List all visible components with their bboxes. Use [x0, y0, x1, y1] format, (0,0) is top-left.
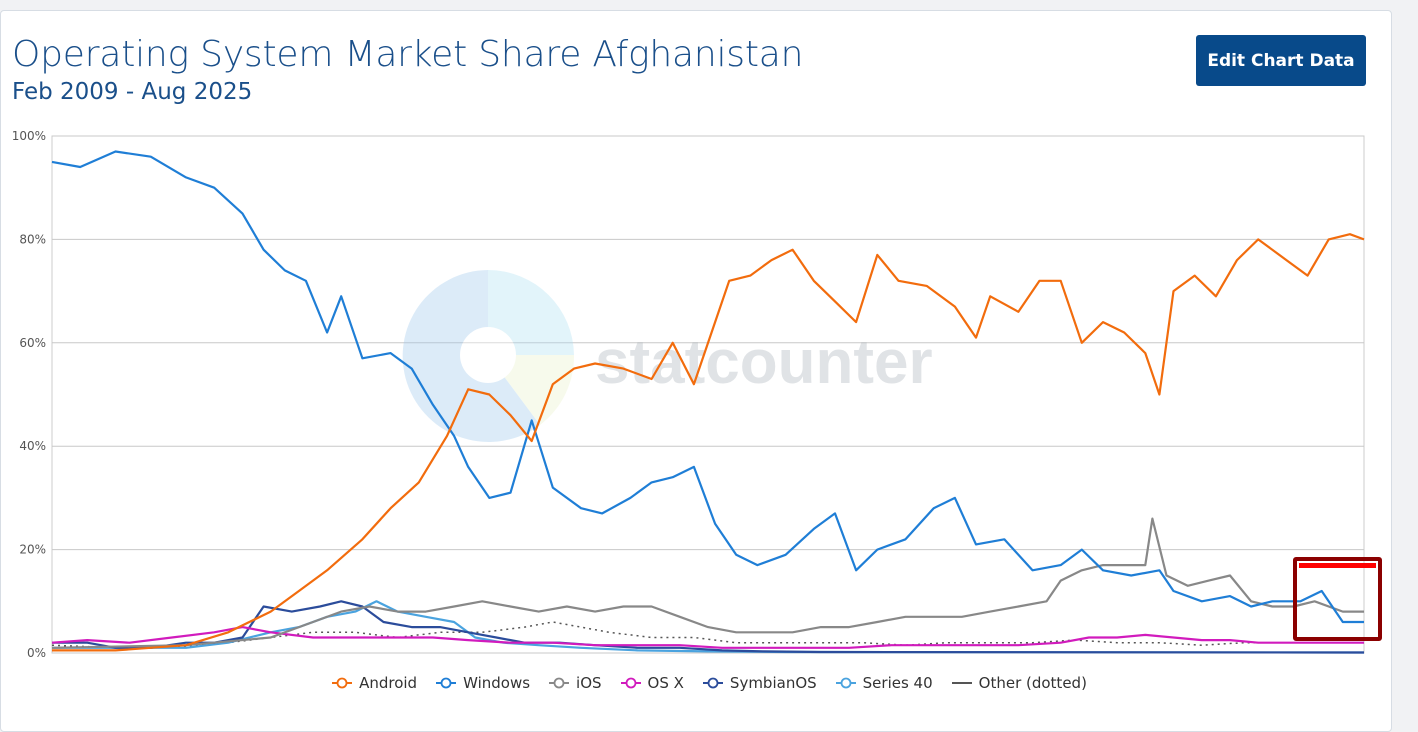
series-line-ios — [51, 517, 1364, 649]
circle-marker-icon — [835, 677, 856, 689]
chart-legend: Android Windows iOS OS X SymbianOS Series 40 O… — [0, 674, 1418, 692]
legend-item-series-40[interactable]: Series 40 — [835, 674, 933, 692]
circle-marker-icon — [332, 677, 353, 689]
circle-marker-icon — [702, 677, 723, 689]
chart-card — [0, 10, 1392, 732]
svg-text:statcounter: statcounter — [595, 328, 933, 397]
legend-label: Other (dotted) — [978, 674, 1087, 692]
legend-label: OS X — [647, 674, 684, 692]
legend-label: iOS — [576, 674, 602, 692]
legend-label: Series 40 — [862, 674, 933, 692]
legend-item-symbianos[interactable]: SymbianOS — [702, 674, 817, 692]
edit-chart-data-button[interactable]: Edit Chart Data — [1196, 35, 1366, 86]
circle-marker-icon — [436, 677, 457, 689]
statcounter-watermark: statcounter — [402, 270, 933, 442]
y-tick-label: 60% — [19, 336, 46, 350]
circle-marker-icon — [549, 677, 570, 689]
y-axis-labels: 0% 20% 40% 60% 80% 100% — [12, 129, 46, 660]
legend-label: Windows — [463, 674, 531, 692]
series-line-android — [52, 233, 1365, 652]
series-line-windows — [51, 150, 1364, 624]
y-tick-label: 40% — [19, 439, 46, 453]
chart-subtitle: Feb 2009 - Aug 2025 — [12, 79, 253, 105]
y-tick-label: 20% — [19, 543, 46, 557]
series-line-os-x — [51, 625, 1364, 649]
legend-item-ios[interactable]: iOS — [548, 674, 602, 692]
legend-label: Android — [359, 674, 418, 692]
y-tick-label: 100% — [12, 129, 46, 143]
legend-item-other-dotted-[interactable]: Other (dotted) — [951, 674, 1087, 692]
y-tick-label: 80% — [19, 232, 46, 246]
legend-item-os-x[interactable]: OS X — [620, 674, 684, 692]
highlight-box — [1293, 557, 1382, 641]
chart-grid — [51, 135, 1365, 654]
circle-marker-icon — [620, 677, 641, 689]
series-line-other-dotted- — [51, 621, 1364, 649]
legend-item-android[interactable]: Android — [331, 674, 417, 692]
line-marker-icon — [951, 682, 972, 684]
legend-item-windows[interactable]: Windows — [435, 674, 530, 692]
series-lines — [51, 150, 1365, 654]
legend-label: SymbianOS — [729, 674, 817, 692]
y-tick-label: 0% — [27, 646, 46, 660]
chart-title: Operating System Market Share Afghanista… — [12, 34, 804, 75]
